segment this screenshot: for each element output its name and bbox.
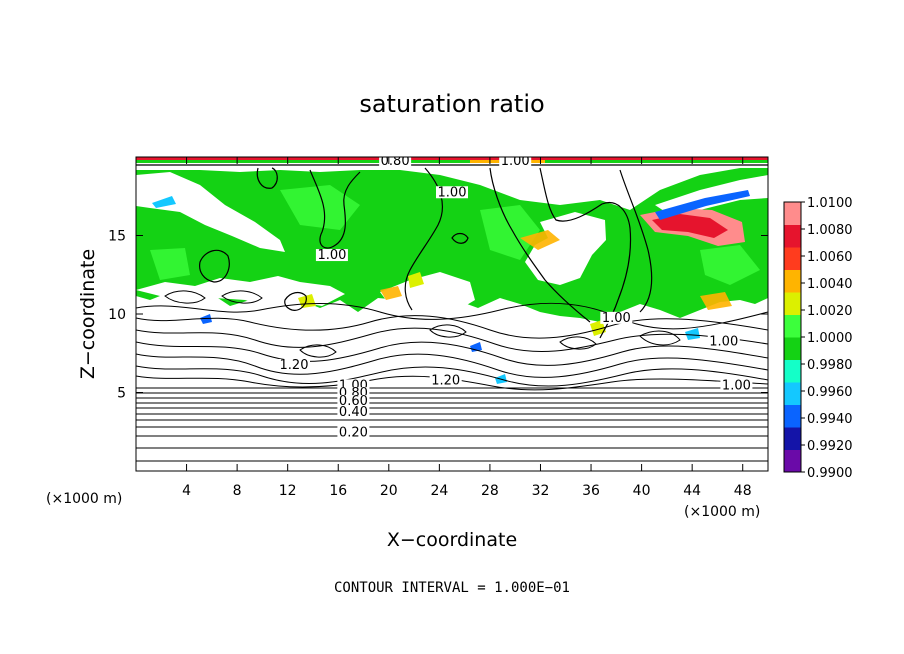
contour-label-1: 1.00: [501, 154, 530, 169]
contour-label-bg-8: [429, 374, 462, 387]
colorbar-swatch-4: [784, 359, 801, 383]
x-tick-label-8: 8: [233, 483, 242, 499]
field-gap-upper-left: [136, 172, 285, 252]
colorbar-swatch-10: [784, 224, 801, 248]
contour-label-bg-12: [337, 406, 370, 419]
contour-label-4: 1.00: [602, 311, 631, 326]
contour-label-bg-5: [707, 335, 740, 348]
colorbar-swatch-7: [784, 292, 801, 315]
stratified-contours: [136, 387, 768, 462]
colorbar-label-0.9980: 0.9980: [807, 358, 853, 373]
contour-label-bg-2: [436, 186, 468, 199]
colorbar-swatch-5: [784, 337, 801, 360]
contour-label-0: 0.80: [381, 154, 410, 169]
colorbar-swatch-8: [784, 269, 801, 293]
x-tick-label-48: 48: [734, 483, 752, 499]
x-tick-label-12: 12: [279, 483, 297, 499]
colorbar-label-0.9920: 0.9920: [807, 439, 853, 454]
colorbar-swatch-1: [784, 427, 801, 450]
contour-label-bg-4: [600, 311, 633, 324]
colorbar-label-0.9900: 0.9900: [807, 466, 853, 481]
contour-label-bg-1: [499, 157, 532, 167]
x-axis-label: X−coordinate: [387, 529, 517, 551]
colorbar-label-1.0080: 1.0080: [807, 223, 853, 238]
y-tick-label-5: 5: [117, 386, 126, 402]
field-region-1.0060: [652, 214, 728, 238]
x-axis-unit-right: (×1000 m): [684, 504, 760, 520]
x-tick-label-24: 24: [430, 483, 448, 499]
x-tick-label-40: 40: [633, 483, 651, 499]
colorbar: 1.0100 1.0080 1.0060 1.0040 1.0020 1.0000 0.99…: [783, 196, 853, 481]
colorbar-label-0.9960: 0.9960: [807, 385, 853, 400]
y-tick-label-15: 15: [108, 229, 126, 245]
contour-label-6: 1.00: [722, 378, 751, 393]
contour-label-8: 1.20: [431, 374, 460, 389]
field-gap-center: [525, 212, 606, 285]
contour-label-7: 1.20: [280, 358, 309, 373]
upper-contours: [136, 164, 768, 339]
contour-label-5: 1.00: [709, 334, 738, 349]
x-tick-label-44: 44: [683, 483, 701, 499]
field-gap-lower-left: [136, 276, 345, 308]
y-axis-label: Z−coordinate: [77, 249, 99, 379]
colorbar-label-1.0000: 1.0000: [807, 331, 853, 346]
contour-label-2: 1.00: [438, 185, 467, 200]
contour-label-bg-7: [278, 358, 310, 371]
colorbar-label-1.0100: 1.0100: [807, 196, 853, 211]
field-gap-lower-mid: [380, 272, 475, 312]
contour-label-bg-3: [315, 249, 348, 262]
colorbar-swatch-11: [784, 202, 801, 225]
contour-interval-note: CONTOUR INTERVAL = 1.000E−01: [334, 580, 570, 596]
contour-label-3: 1.00: [317, 248, 346, 263]
y-axis-ticks: 5 10 15: [108, 229, 768, 402]
contour-label-bg-13: [337, 426, 370, 439]
colorbar-label-1.0040: 1.0040: [807, 277, 853, 292]
field-top-strip-red: [136, 157, 768, 160]
colorbar-swatch-6: [784, 314, 801, 338]
colorbar-swatch-9: [784, 247, 801, 270]
x-tick-label-16: 16: [329, 483, 347, 499]
contour-label-11: 0.60: [339, 394, 368, 409]
contour-label-bg-0: [379, 157, 412, 167]
colorbar-label-1.0060: 1.0060: [807, 250, 853, 265]
field-region-0.9940: [200, 190, 750, 352]
contour-label-bg-11: [337, 395, 370, 408]
y-tick-label-10: 10: [108, 307, 126, 323]
x-tick-label-4: 4: [182, 483, 191, 499]
field-region-0.9980: [150, 185, 760, 285]
x-axis-unit-left: (×1000 m): [46, 491, 122, 507]
saturation-field: 0.80 1.001.001.001.001.001.001.201.201.00…: [136, 154, 768, 471]
colorbar-label-0.9940: 0.9940: [807, 412, 853, 427]
x-tick-label-28: 28: [481, 483, 499, 499]
colorbar-swatch-2: [784, 404, 801, 428]
contour-label-13: 0.20: [339, 425, 368, 440]
colorbar-swatch-0: [784, 449, 801, 473]
contour-label-bg-6: [720, 379, 753, 392]
x-tick-label-32: 32: [532, 483, 550, 499]
x-tick-label-20: 20: [380, 483, 398, 499]
colorbar-label-1.0020: 1.0020: [807, 304, 853, 319]
chart-title: saturation ratio: [359, 90, 544, 118]
x-axis-ticks: 4 8 12 16 20 24 28 32 36 40 44 48: [182, 157, 752, 499]
contour-labels: 0.80 1.001.001.001.001.001.001.201.201.00…: [278, 154, 753, 440]
colorbar-swatch-3: [784, 382, 801, 405]
x-tick-label-36: 36: [582, 483, 600, 499]
contour-label-12: 0.40: [339, 405, 368, 420]
